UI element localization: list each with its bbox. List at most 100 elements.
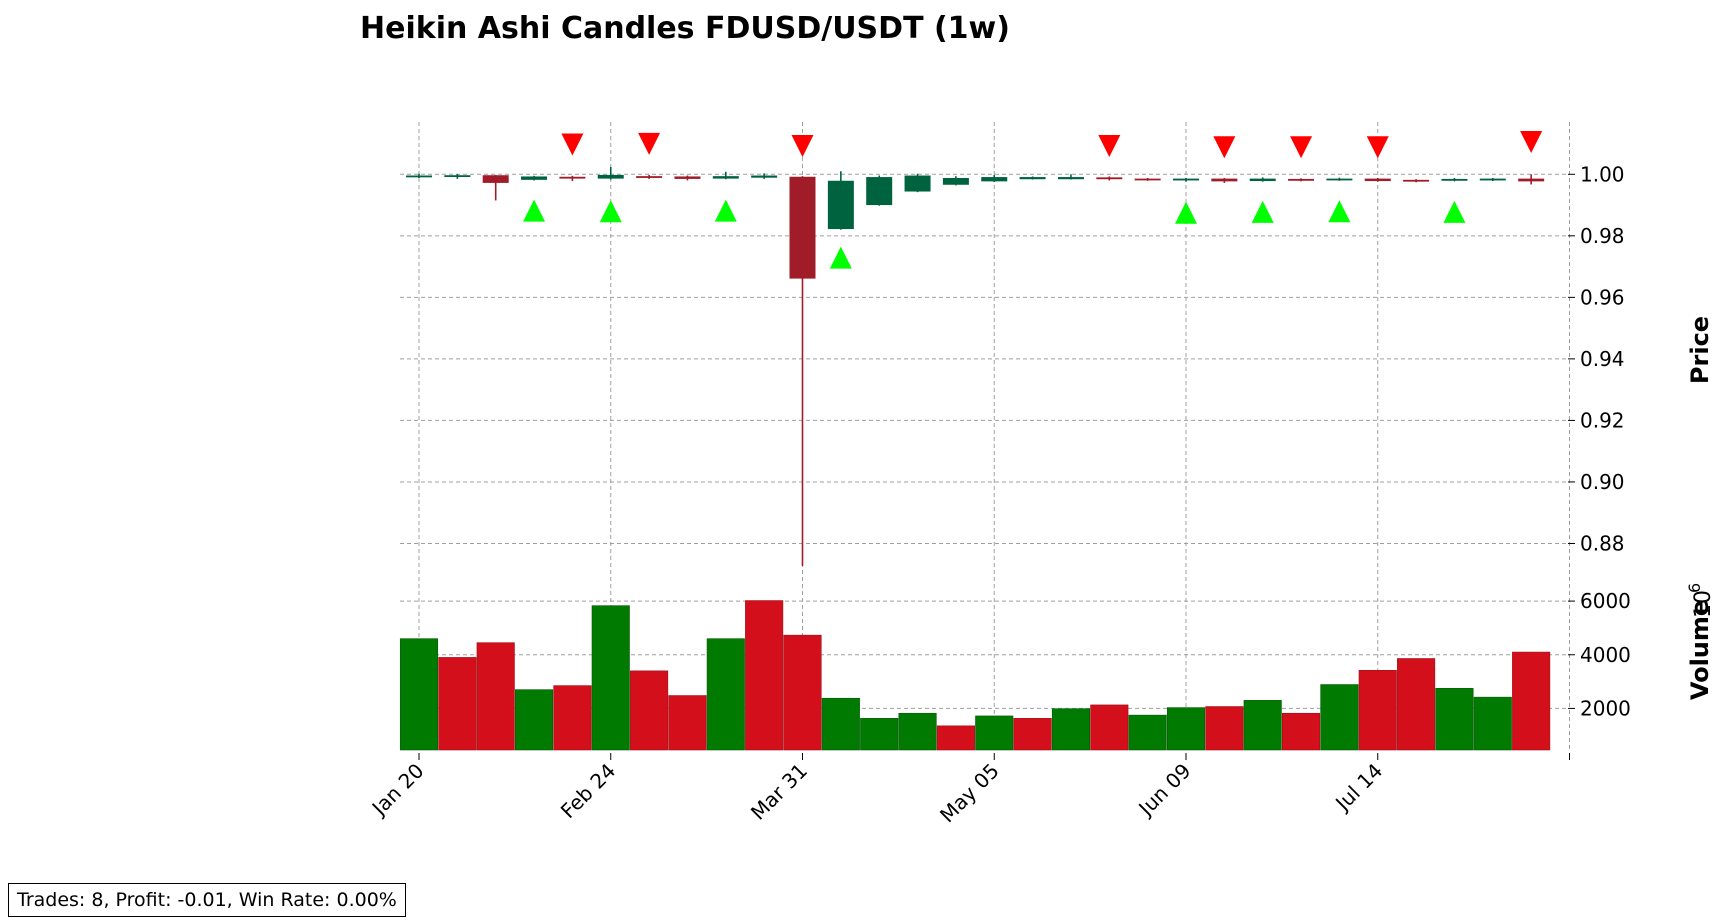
candle xyxy=(1249,177,1276,182)
candle-body xyxy=(1326,178,1353,181)
candle xyxy=(751,173,778,179)
candle-body xyxy=(1441,178,1468,181)
volume-bar xyxy=(1051,708,1090,751)
volume-tick-label: 6000 xyxy=(1580,589,1631,613)
candle-body xyxy=(482,175,509,183)
volume-bar xyxy=(514,689,554,751)
candle-body xyxy=(1479,178,1506,181)
price-tick-labels: 0.88 0.90 0.92 0.94 0.96 0.98 1.00 xyxy=(1568,162,1625,555)
volume-bar xyxy=(591,605,630,751)
price-axis-label: Price xyxy=(1686,316,1714,384)
candle xyxy=(1096,176,1123,181)
volume-tick-labels: 2000 4000 6000 xyxy=(1568,589,1631,720)
candle xyxy=(942,176,969,186)
candle-body xyxy=(1403,179,1430,182)
signals xyxy=(523,130,1543,269)
candle xyxy=(521,175,548,181)
candles xyxy=(406,166,1545,566)
candle-body xyxy=(559,176,586,179)
sell-signal-marker xyxy=(638,132,661,155)
x-tick-label: Jul 14 xyxy=(1329,759,1387,817)
volume-bar xyxy=(630,670,669,751)
candle-body xyxy=(1134,178,1161,181)
candle xyxy=(904,173,931,193)
candle-body xyxy=(827,180,854,230)
sell-signal-marker xyxy=(791,134,814,157)
candle-body xyxy=(751,175,778,178)
candle-body xyxy=(942,177,969,185)
candle-body xyxy=(1249,178,1276,182)
sell-signal-marker xyxy=(561,133,584,156)
volume-bar xyxy=(1013,718,1052,751)
candle-body xyxy=(904,175,931,192)
candle-body xyxy=(444,175,471,178)
candle-body xyxy=(1518,178,1545,182)
volume-bar xyxy=(1320,684,1359,751)
candle-body xyxy=(1173,178,1199,181)
sell-signal-marker xyxy=(1213,136,1236,159)
candle xyxy=(1518,174,1545,185)
volume-bar xyxy=(936,725,975,751)
buy-signal-marker xyxy=(523,199,546,222)
candle xyxy=(636,174,663,179)
volume-bar xyxy=(553,685,592,751)
candle xyxy=(1479,177,1506,182)
sell-signal-marker xyxy=(1290,136,1313,159)
chart-title: Heikin Ashi Candles FDUSD/USDT (1w) xyxy=(360,11,1010,46)
candle xyxy=(1057,174,1084,180)
candle xyxy=(981,174,1008,182)
volume-bar xyxy=(1166,707,1206,751)
candle xyxy=(712,171,739,180)
buy-signal-marker xyxy=(1175,201,1197,224)
volume-bar xyxy=(1090,704,1129,751)
candle xyxy=(406,173,432,178)
x-grid xyxy=(418,122,1570,750)
volume-bar xyxy=(1358,670,1397,751)
volume-bar xyxy=(438,657,477,751)
x-tick-label: Feb 24 xyxy=(556,759,621,824)
sell-signal-marker xyxy=(1098,134,1121,157)
candle-body xyxy=(1211,178,1238,182)
candle xyxy=(444,173,471,179)
volume-bar xyxy=(399,638,439,751)
candle xyxy=(789,176,816,566)
candle-body xyxy=(789,176,816,279)
volume-scale-exponent: 6 xyxy=(1685,583,1704,593)
price-tick-label: 0.96 xyxy=(1580,285,1625,309)
price-tick-label: 0.88 xyxy=(1580,531,1625,555)
candle xyxy=(1326,177,1353,181)
buy-signal-marker xyxy=(829,246,852,269)
buy-signal-marker xyxy=(1328,200,1351,223)
volume-bar xyxy=(1205,706,1244,751)
candle xyxy=(1019,176,1046,180)
candle xyxy=(1173,177,1199,182)
buy-signal-marker xyxy=(714,199,737,222)
volume-bar xyxy=(1243,700,1282,751)
volume-bar xyxy=(1397,658,1436,751)
candle-body xyxy=(1096,177,1123,180)
price-tick-label: 0.98 xyxy=(1580,224,1625,248)
volume-bar xyxy=(476,642,515,751)
volume-axis-label: Volume xyxy=(1686,600,1714,700)
volume-bar xyxy=(821,697,860,751)
candle xyxy=(597,166,624,180)
candle xyxy=(482,174,509,201)
volume-bar xyxy=(783,634,822,751)
volume-bar xyxy=(706,638,745,751)
candle-body xyxy=(1057,177,1084,180)
buy-signal-marker xyxy=(1251,200,1274,223)
volume-bar xyxy=(668,695,707,751)
x-tick-label: May 05 xyxy=(935,759,1004,828)
volume-tick-label: 4000 xyxy=(1580,643,1631,667)
candle xyxy=(1288,178,1315,182)
volume-bar xyxy=(1282,712,1321,751)
price-tick-label: 0.90 xyxy=(1580,470,1625,494)
candle xyxy=(827,171,854,230)
volume-bar xyxy=(860,718,899,751)
volume-bar xyxy=(1473,696,1512,751)
volume-bar xyxy=(1435,687,1474,751)
candle xyxy=(866,175,893,206)
x-tick-label: Mar 31 xyxy=(746,759,812,825)
volume-scale-base: 10 xyxy=(1691,590,1716,618)
